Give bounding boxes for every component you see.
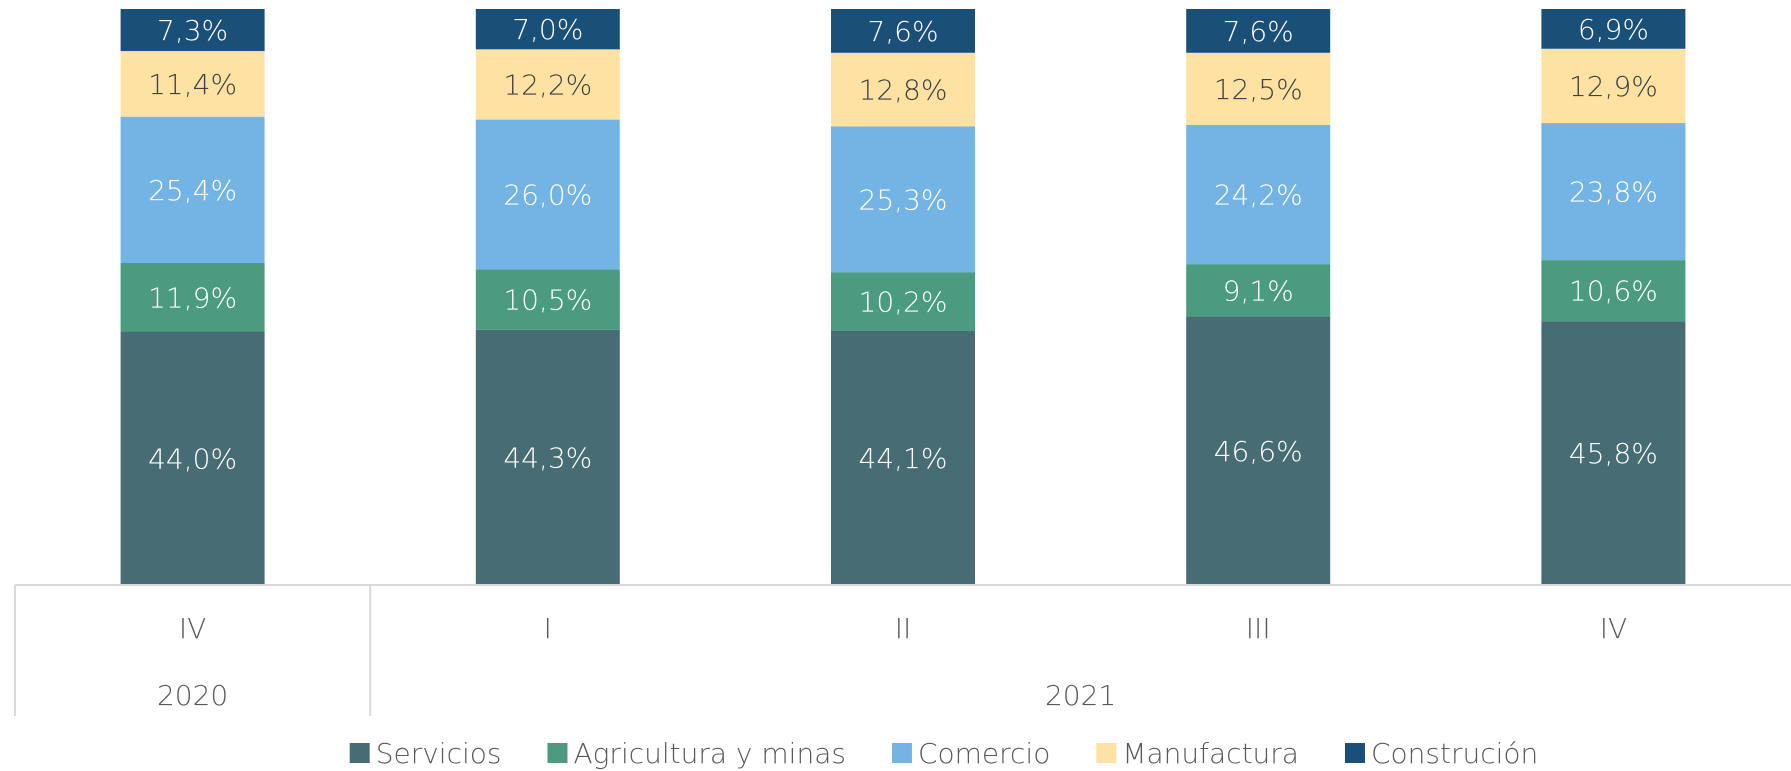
x-tick-label: III [1246, 612, 1271, 645]
bar-segment [1186, 9, 1331, 53]
bar-segment [475, 9, 620, 50]
bar-segment [831, 330, 975, 585]
data-label: 7,6% [867, 15, 938, 48]
bar-segment [475, 329, 620, 585]
legend-swatch [891, 743, 912, 763]
data-label: 23,8% [1569, 176, 1658, 209]
group-label: 2021 [1045, 679, 1116, 712]
data-label: 12,5% [1214, 73, 1303, 106]
x-tick-label: IV [1600, 612, 1627, 645]
bar-segment [120, 9, 265, 52]
bar-segment [120, 331, 265, 585]
data-label: 12,8% [859, 74, 948, 107]
bar-segment [1186, 264, 1331, 317]
x-tick-label: IV [179, 612, 206, 645]
bar-segment [1186, 52, 1331, 125]
bar-segment [1541, 123, 1686, 261]
legend-swatch [547, 743, 568, 763]
data-label: 45,8% [1569, 437, 1658, 470]
bar-segment [120, 116, 265, 264]
bar-segment [1541, 260, 1686, 322]
data-label: 10,2% [859, 286, 948, 319]
bar-segment [831, 126, 975, 273]
bar-segment [120, 51, 265, 117]
bar-segment [475, 269, 620, 330]
data-label: 25,4% [148, 174, 237, 207]
x-tick-label: I [544, 612, 552, 645]
data-label: 46,6% [1214, 435, 1303, 468]
data-label: 10,5% [503, 284, 592, 317]
legend-swatch [1344, 743, 1365, 763]
legend-label: Manufactura [1122, 737, 1299, 770]
bar-segment [475, 119, 620, 270]
bar-segment [1541, 321, 1686, 585]
legend-label: Servicios [376, 737, 502, 770]
bar-segment [1541, 9, 1686, 49]
data-label: 7,6% [1223, 15, 1294, 48]
data-label: 9,1% [1223, 274, 1294, 307]
bar-segment [120, 263, 265, 332]
data-label: 7,3% [157, 14, 228, 47]
legend-label: Agricultura y minas [573, 737, 845, 770]
data-label: 11,4% [148, 68, 237, 101]
bar-segment [1186, 316, 1331, 585]
data-label: 11,9% [148, 281, 237, 314]
legend-swatch [349, 743, 370, 763]
bar-segment [831, 9, 975, 53]
data-label: 44,1% [859, 442, 948, 475]
x-tick-label: II [895, 612, 912, 645]
data-label: 25,3% [859, 183, 948, 216]
data-label: 10,6% [1569, 275, 1658, 308]
data-label: 26,0% [503, 178, 592, 211]
data-label: 7,0% [512, 13, 583, 46]
group-label: 2020 [157, 679, 228, 712]
legend-label: Construción [1371, 737, 1538, 770]
bar-segment [1541, 48, 1686, 124]
legend-label: Comercio [918, 737, 1050, 770]
bar-segment [831, 52, 975, 127]
data-label: 12,9% [1569, 70, 1658, 103]
data-label: 24,2% [1214, 178, 1303, 211]
bar-segment [831, 272, 975, 331]
legend-swatch [1096, 743, 1117, 763]
data-label: 12,2% [503, 68, 592, 101]
data-label: 44,3% [503, 441, 592, 474]
data-label: 44,0% [148, 442, 237, 475]
data-label: 6,9% [1578, 13, 1649, 46]
bar-segment [1186, 124, 1331, 265]
bar-segment [475, 49, 620, 120]
